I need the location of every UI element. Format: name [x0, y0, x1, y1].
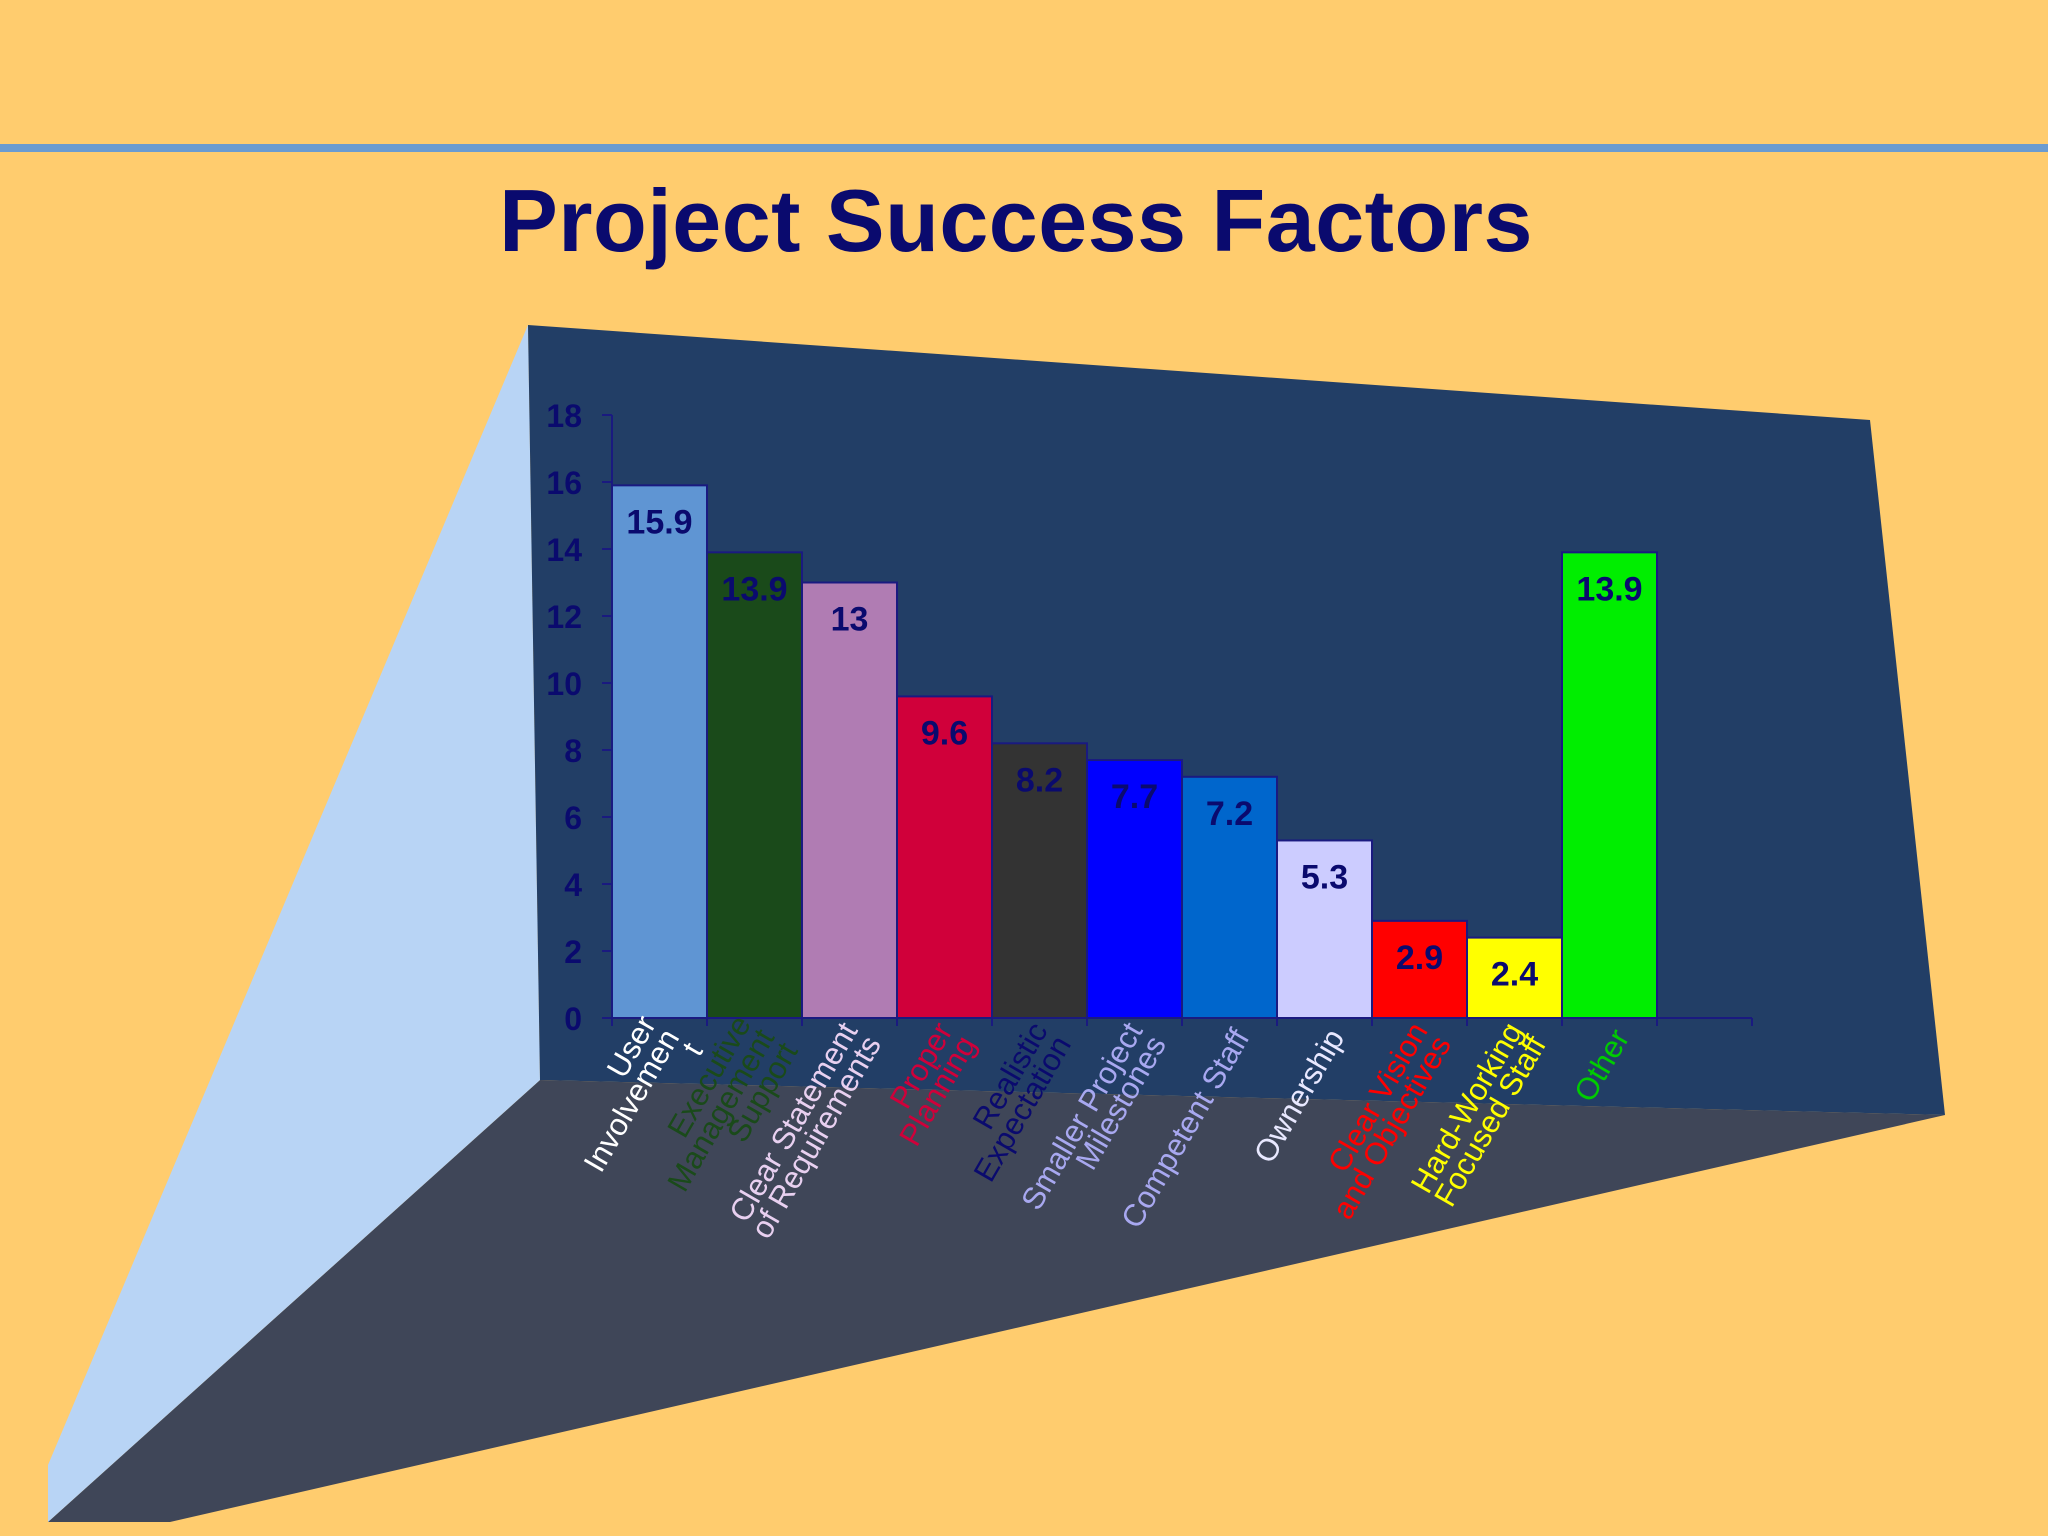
slide-title: Project Success Factors — [499, 171, 1533, 270]
bar-value-label: 13.9 — [721, 570, 787, 608]
bar-value-label: 15.9 — [626, 503, 692, 541]
bar-value-label: 5.3 — [1301, 858, 1348, 896]
y-tick-label: 12 — [546, 599, 582, 635]
bar — [1561, 551, 1658, 1019]
bar-value-label: 9.6 — [921, 714, 968, 752]
bar-value-label: 2.9 — [1396, 939, 1443, 977]
y-tick-label: 18 — [546, 398, 582, 434]
y-tick-label: 10 — [546, 666, 582, 702]
bar-value-label: 8.2 — [1016, 761, 1063, 799]
y-tick-label: 0 — [564, 1001, 582, 1037]
bar — [801, 581, 898, 1019]
bar — [991, 742, 1088, 1019]
y-tick-label: 8 — [564, 733, 582, 769]
y-tick-label: 4 — [564, 867, 582, 903]
bar — [706, 551, 803, 1019]
bar — [1276, 839, 1373, 1020]
y-tick-label: 16 — [546, 465, 582, 501]
title-divider-line — [0, 144, 2048, 152]
y-tick-label: 14 — [546, 532, 582, 568]
bar-value-label: 13 — [831, 601, 869, 639]
chart-floor — [48, 1080, 1945, 1522]
bar — [1466, 936, 1563, 1019]
bar-value-label: 2.4 — [1491, 956, 1538, 994]
bar — [611, 484, 708, 1020]
y-tick-label: 6 — [564, 800, 582, 836]
y-axis-ticks: 0 2 4 6 8 10 12 14 16 18 — [546, 398, 1753, 1037]
bar — [1371, 919, 1468, 1019]
bar-value-label: 7.7 — [1111, 778, 1158, 816]
bars-group: 15.9 13.9 13 9.6 8.2 7.7 7.2 5.3 2.9 2.4 13.9 — [611, 484, 1658, 1020]
chart-side-wall — [48, 325, 540, 1522]
y-tick-label: 2 — [564, 934, 582, 970]
bar-value-label: 7.2 — [1206, 795, 1253, 833]
bar — [896, 695, 993, 1020]
bar-value-label: 13.9 — [1576, 570, 1642, 608]
bar — [1086, 759, 1183, 1019]
